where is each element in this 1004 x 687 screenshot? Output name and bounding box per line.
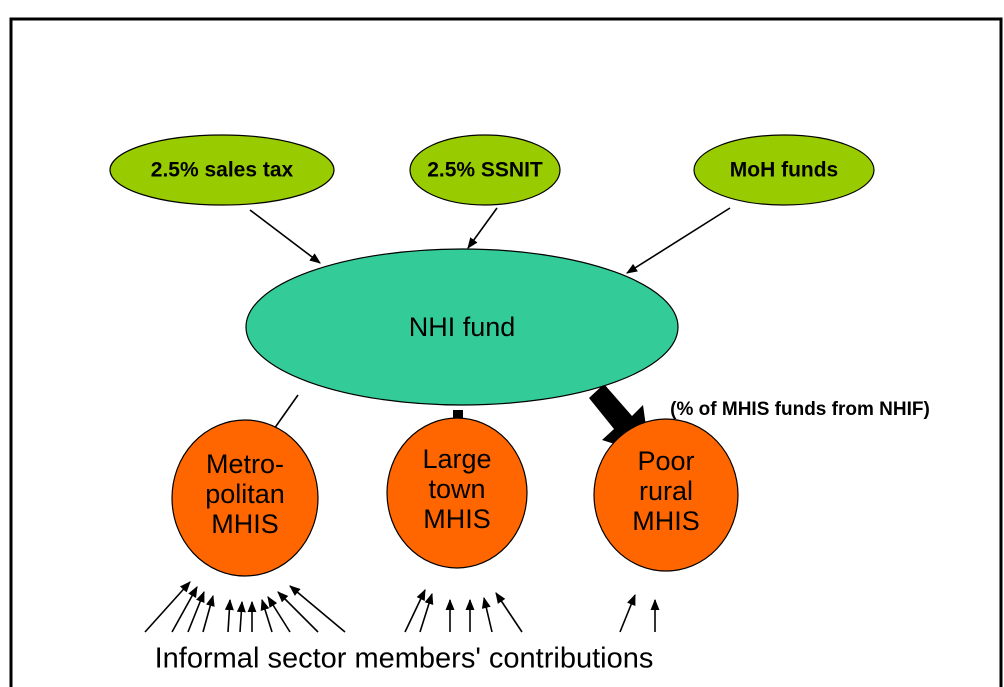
source-label: 2.5% sales tax bbox=[151, 159, 294, 182]
contribution-arrow bbox=[267, 596, 291, 633]
scheme-label: MHIS bbox=[423, 504, 491, 534]
source-node bbox=[409, 134, 561, 206]
arrow bbox=[626, 207, 731, 274]
hub-label: NHI fund bbox=[409, 312, 516, 342]
arrow bbox=[467, 207, 498, 249]
scheme-label: town bbox=[428, 474, 485, 504]
source-label: 2.5% SSNIT bbox=[427, 159, 543, 182]
arrow bbox=[249, 209, 321, 264]
scheme-label: Poor bbox=[637, 446, 694, 476]
contribution-arrow bbox=[260, 598, 273, 633]
contribution-arrow bbox=[202, 594, 215, 633]
contribution-arrow bbox=[236, 600, 246, 633]
scheme-node bbox=[593, 418, 739, 572]
contribution-arrow bbox=[171, 586, 198, 633]
contribution-arrow bbox=[224, 598, 234, 633]
scheme-label: MHIS bbox=[632, 506, 700, 536]
sources: 2.5% sales tax 2.5% SSNIT MoH funds bbox=[109, 134, 875, 206]
contribution-arrow bbox=[481, 596, 493, 633]
contribution-arrow bbox=[404, 588, 426, 633]
contribution-arrow bbox=[289, 585, 346, 633]
source-node bbox=[693, 134, 875, 206]
scheme-label: MHIS bbox=[211, 509, 279, 539]
footer: Informal sector members' contributions bbox=[155, 643, 654, 675]
contribution-arrow bbox=[495, 592, 523, 633]
scheme-label: Large bbox=[422, 444, 491, 474]
scheme-label: politan bbox=[205, 479, 285, 509]
source-node bbox=[109, 134, 335, 206]
contribution-arrow bbox=[144, 581, 191, 633]
scheme-node bbox=[386, 417, 528, 569]
schemes: Metro- politan MHIS Large town MHIS Poor… bbox=[171, 417, 739, 577]
contribution-arrows bbox=[144, 581, 660, 633]
frame bbox=[9, 17, 1003, 687]
scheme-label: rural bbox=[639, 476, 693, 506]
edge-label: (% of MHIS funds from NHIF) bbox=[670, 399, 930, 420]
scheme-node bbox=[171, 419, 319, 577]
contribution-arrow bbox=[277, 591, 319, 633]
source-label: MoH funds bbox=[730, 159, 838, 182]
hub-node bbox=[245, 248, 679, 406]
contribution-arrow bbox=[187, 590, 205, 633]
scheme-label: Metro- bbox=[206, 449, 284, 479]
contribution-arrow bbox=[619, 593, 636, 633]
contribution-arrow bbox=[419, 592, 434, 633]
